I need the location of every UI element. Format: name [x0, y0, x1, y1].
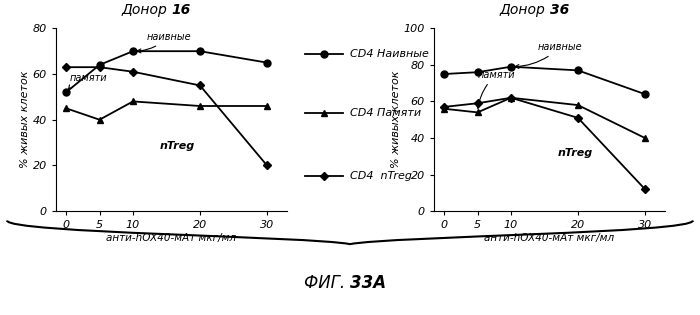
Text: памяти: памяти: [69, 73, 107, 89]
Text: nTreg: nTreg: [558, 148, 593, 158]
Text: CD4 Наивные: CD4 Наивные: [350, 49, 429, 59]
X-axis label: анти-hOX40-мАт мкг/мл: анти-hOX40-мАт мкг/мл: [484, 233, 615, 243]
Text: nTreg: nTreg: [160, 141, 195, 152]
Text: Донор: Донор: [499, 3, 550, 17]
Y-axis label: % живых клеток: % живых клеток: [20, 71, 30, 169]
Text: CD4 Памяти: CD4 Памяти: [350, 108, 421, 118]
Text: 33А: 33А: [350, 274, 386, 293]
Text: 36: 36: [550, 3, 568, 17]
Text: Донор: Донор: [121, 3, 172, 17]
Text: наивные: наивные: [515, 42, 582, 68]
Text: памяти: памяти: [477, 70, 515, 108]
Text: ФИГ.: ФИГ.: [304, 274, 350, 293]
Text: CD4  nTreg: CD4 nTreg: [350, 171, 412, 181]
Y-axis label: % живых клеток: % живых клеток: [391, 71, 401, 169]
Text: наивные: наивные: [137, 32, 191, 53]
Text: 16: 16: [172, 3, 190, 17]
X-axis label: анти-hOX40-мАт мкг/мл: анти-hOX40-мАт мкг/мл: [106, 233, 237, 243]
